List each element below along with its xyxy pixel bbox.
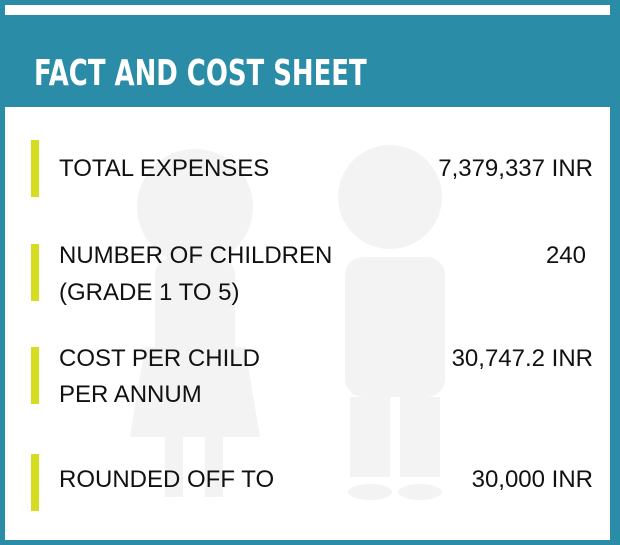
top-divider bbox=[5, 5, 610, 15]
row-label-line2: PER ANNUM bbox=[59, 381, 202, 408]
accent-bar bbox=[31, 454, 39, 511]
page-title: FACT AND COST SHEET bbox=[34, 53, 367, 94]
row-label: NUMBER OF CHILDREN bbox=[59, 242, 333, 269]
children-illustration bbox=[130, 145, 445, 500]
row-label: COST PER CHILD bbox=[59, 345, 260, 372]
row-value: 30,747.2 INR bbox=[451, 345, 593, 372]
accent-bar bbox=[31, 347, 39, 404]
accent-bar bbox=[31, 140, 39, 197]
row-value: 7,379,337 INR bbox=[438, 155, 593, 182]
accent-bar bbox=[31, 244, 39, 301]
header: FACT AND COST SHEET bbox=[0, 15, 620, 107]
fact-sheet-body: TOTAL EXPENSES 7,379,337 INR NUMBER OF C… bbox=[5, 107, 610, 540]
row-label-line2: (GRADE 1 TO 5) bbox=[59, 279, 240, 306]
row-label: TOTAL EXPENSES bbox=[59, 155, 270, 182]
row-label: ROUNDED OFF TO bbox=[59, 466, 275, 493]
row-value: 240 bbox=[545, 242, 586, 269]
row-value: 30,000 INR bbox=[471, 466, 593, 493]
